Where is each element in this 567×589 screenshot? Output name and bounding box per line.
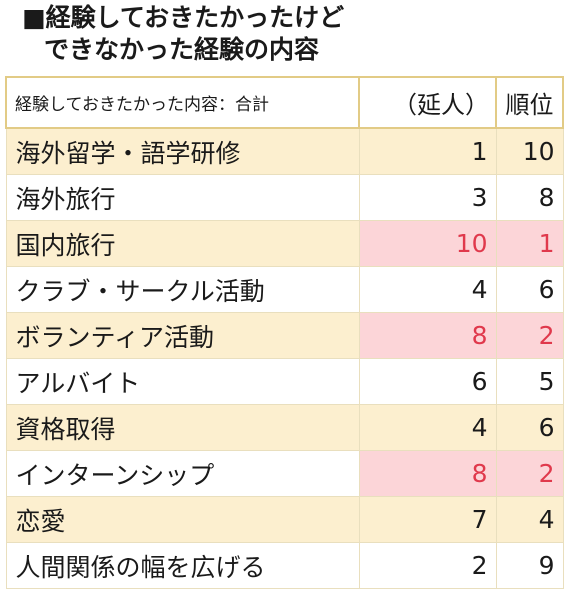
row-count-value: 10 xyxy=(358,220,497,267)
header-item: 経験しておきたかった内容：合計 xyxy=(5,76,360,129)
row-count-value: 3 xyxy=(358,174,497,221)
row-count-value: 6 xyxy=(358,358,497,405)
table-row: インターンシップ 8 2 xyxy=(5,450,564,497)
table-row: 人間関係の幅を広げる 2 9 xyxy=(5,542,564,589)
row-rank-value: 8 xyxy=(495,174,564,221)
row-rank-value: 1 xyxy=(495,220,564,267)
row-rank-value: 6 xyxy=(495,266,564,313)
row-count-value: 4 xyxy=(358,266,497,313)
header-count: （延人） xyxy=(358,76,497,129)
row-count-value: 2 xyxy=(358,542,497,589)
table-body: 海外留学・語学研修 1 10 海外旅行 3 8 国内旅行 10 1 クラブ・サークル活動 4 6 ボラン… xyxy=(5,127,564,589)
table-row: クラブ・サークル活動 4 6 xyxy=(5,266,564,313)
row-label: 海外旅行 xyxy=(5,174,360,221)
row-label: 資格取得 xyxy=(5,404,360,451)
row-rank-value: 2 xyxy=(495,450,564,497)
table-row: 海外留学・語学研修 1 10 xyxy=(5,127,564,175)
table-header-row: 経験しておきたかった内容：合計 （延人） 順位 xyxy=(5,76,564,129)
row-label: 海外留学・語学研修 xyxy=(5,127,360,175)
row-rank-value: 5 xyxy=(495,358,564,405)
row-label: 恋愛 xyxy=(5,496,360,543)
table-row: ボランティア活動 8 2 xyxy=(5,312,564,359)
table-row: 恋愛 7 4 xyxy=(5,496,564,543)
table-row: アルバイト 6 5 xyxy=(5,358,564,405)
row-count-value: 8 xyxy=(358,312,497,359)
row-label: 人間関係の幅を広げる xyxy=(5,542,360,589)
table-row: 国内旅行 10 1 xyxy=(5,220,564,267)
row-label: インターンシップ xyxy=(5,450,360,497)
row-label: 国内旅行 xyxy=(5,220,360,267)
row-rank-value: 4 xyxy=(495,496,564,543)
row-rank-value: 10 xyxy=(495,127,564,175)
header-rank: 順位 xyxy=(495,76,564,129)
chart-title: ■経験しておきたかったけど できなかった経験の内容 xyxy=(22,2,552,66)
table-row: 海外旅行 3 8 xyxy=(5,174,564,221)
row-count-value: 7 xyxy=(358,496,497,543)
row-label: クラブ・サークル活動 xyxy=(5,266,360,313)
table-row: 資格取得 4 6 xyxy=(5,404,564,451)
experience-table: 経験しておきたかった内容：合計 （延人） 順位 海外留学・語学研修 1 10 海外旅行… xyxy=(5,76,564,589)
row-count-value: 8 xyxy=(358,450,497,497)
row-rank-value: 6 xyxy=(495,404,564,451)
row-count-value: 1 xyxy=(358,127,497,175)
title-line-1: ■経験しておきたかったけど xyxy=(22,3,345,32)
row-rank-value: 9 xyxy=(495,542,564,589)
row-rank-value: 2 xyxy=(495,312,564,359)
title-line-2: できなかった経験の内容 xyxy=(44,35,320,64)
row-label: ボランティア活動 xyxy=(5,312,360,359)
row-count-value: 4 xyxy=(358,404,497,451)
row-label: アルバイト xyxy=(5,358,360,405)
